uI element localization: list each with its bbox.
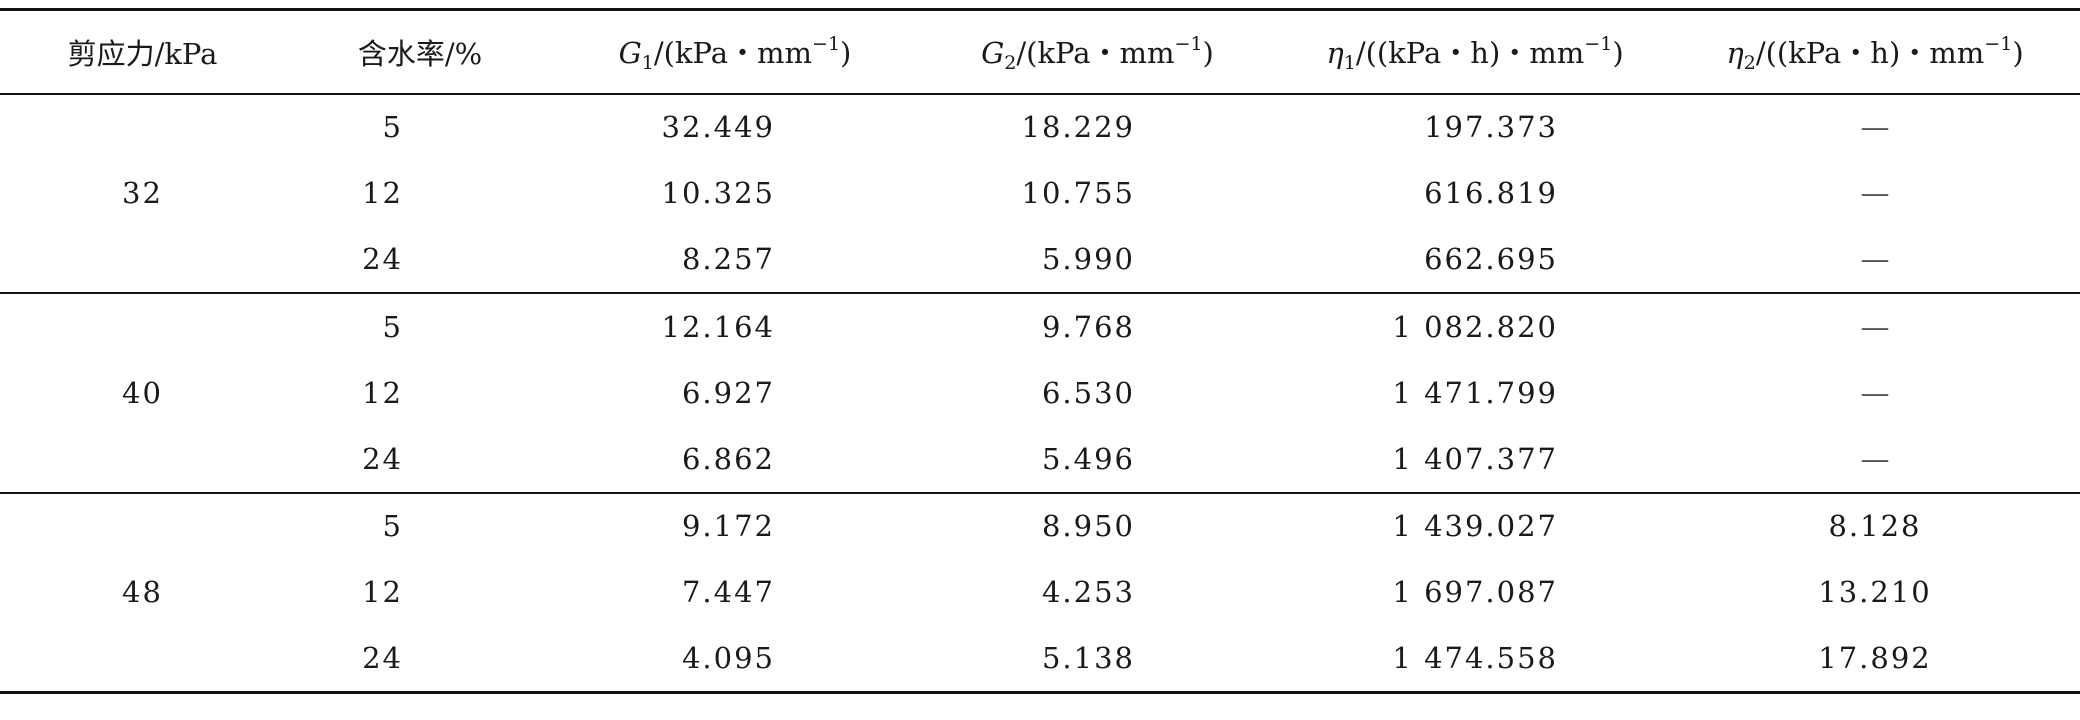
eta1-unit: /((kPa・h)・mm: [1355, 35, 1585, 70]
g1-cell: 6.927: [681, 375, 775, 410]
eta1-cell: 616.819: [1424, 176, 1558, 211]
g2-cell: 5.496: [1041, 441, 1135, 476]
g2-cell: 6.530: [1041, 375, 1135, 410]
eta2-cell: —: [1860, 309, 1890, 344]
water-content-cell: 24: [362, 641, 403, 675]
g1-cell: 8.257: [681, 242, 775, 277]
parameter-table-container: 剪应力/kPa 含水率/% G1/(kPa・mm−1) G2/(kPa・mm−1…: [0, 8, 2080, 694]
g2-unit: /(kPa・mm: [1016, 35, 1175, 70]
header-eta2: η2/((kPa・h)・mm−1): [1670, 10, 2080, 94]
table-row: 24 6.862 5.496 1 407.377 —: [0, 426, 2080, 493]
g2-unit-close: ): [1202, 35, 1214, 70]
eta1-cell: 1 471.799: [1392, 375, 1558, 410]
eta1-cell: 1 439.027: [1392, 509, 1558, 544]
water-content-cell: 12: [362, 176, 403, 211]
eta2-superscript: −1: [1984, 32, 2013, 55]
eta1-cell: 1 474.558: [1392, 641, 1558, 675]
table-row: 32 5 32.449 18.229 197.373 —: [0, 94, 2080, 210]
water-content-cell: 5: [382, 110, 403, 145]
g2-subscript: 2: [1004, 51, 1017, 74]
g1-cell: 32.449: [661, 110, 775, 145]
eta2-symbol: η: [1726, 35, 1744, 70]
eta2-unit-close: ): [2012, 35, 2024, 70]
g2-cell: 8.950: [1041, 509, 1135, 544]
header-g1: G1/(kPa・mm−1): [555, 10, 915, 94]
g1-unit-close: ): [840, 35, 852, 70]
water-content-cell: 5: [382, 509, 403, 544]
g1-cell: 4.095: [681, 641, 775, 675]
g1-unit: /(kPa・mm: [653, 35, 813, 70]
table-body: 32 5 32.449 18.229 197.373 — 12 10.325 1…: [0, 94, 2080, 692]
eta2-cell: 8.128: [1828, 509, 1922, 544]
shear-stress-cell: 32: [122, 176, 163, 211]
eta1-unit-close: ): [1612, 35, 1624, 70]
eta1-subscript: 1: [1343, 51, 1356, 74]
eta1-cell: 197.373: [1424, 110, 1558, 145]
g2-cell: 5.990: [1041, 242, 1135, 277]
g1-superscript: −1: [812, 32, 841, 55]
eta2-cell: —: [1860, 441, 1890, 476]
g1-cell: 7.447: [681, 575, 775, 610]
table-header: 剪应力/kPa 含水率/% G1/(kPa・mm−1) G2/(kPa・mm−1…: [0, 9, 2080, 94]
eta2-cell: —: [1860, 176, 1890, 211]
g2-symbol: G: [981, 35, 1005, 70]
header-eta1: η1/((kPa・h)・mm−1): [1280, 10, 1670, 94]
eta1-superscript: −1: [1584, 32, 1613, 55]
table-row: 12 6.927 6.530 1 471.799 —: [0, 360, 2080, 427]
table-row: 24 8.257 5.990 662.695 —: [0, 227, 2080, 293]
header-g2: G2/(kPa・mm−1): [915, 10, 1280, 94]
g1-cell: 10.325: [661, 176, 775, 211]
g1-cell: 6.862: [681, 441, 775, 476]
g2-cell: 9.768: [1041, 309, 1135, 344]
header-water-content: 含水率/%: [357, 36, 483, 71]
eta2-cell: —: [1860, 375, 1890, 410]
g2-cell: 18.229: [1021, 110, 1135, 145]
water-content-cell: 12: [362, 575, 403, 610]
eta1-symbol: η: [1326, 35, 1344, 70]
shear-stress-cell: 48: [122, 575, 163, 609]
table-row: 48 5 9.172 8.950 1 439.027 8.128: [0, 493, 2080, 609]
header-row: 剪应力/kPa 含水率/% G1/(kPa・mm−1) G2/(kPa・mm−1…: [0, 9, 2080, 94]
g1-cell: 9.172: [681, 509, 775, 544]
water-content-cell: 5: [382, 309, 403, 344]
table-row: 12 10.325 10.755 616.819 —: [0, 160, 2080, 227]
eta1-cell: 1 407.377: [1392, 441, 1558, 476]
eta2-cell: 13.210: [1818, 575, 1932, 610]
eta2-unit: /((kPa・h)・mm: [1755, 35, 1985, 70]
g2-cell: 5.138: [1041, 641, 1135, 675]
g2-cell: 10.755: [1021, 176, 1135, 211]
eta2-subscript: 2: [1743, 51, 1756, 74]
water-content-cell: 24: [362, 441, 403, 476]
water-content-cell: 24: [362, 242, 403, 277]
eta2-cell: —: [1860, 242, 1890, 277]
shear-stress-cell: 40: [122, 375, 163, 410]
eta2-cell: —: [1860, 110, 1890, 145]
g2-cell: 4.253: [1041, 575, 1135, 610]
eta1-cell: 662.695: [1424, 242, 1558, 277]
table-row: 12 7.447 4.253 1 697.087 13.210: [0, 559, 2080, 626]
g1-subscript: 1: [641, 51, 654, 74]
eta2-cell: 17.892: [1818, 641, 1932, 675]
g2-superscript: −1: [1174, 32, 1203, 55]
eta1-cell: 1 082.820: [1392, 309, 1558, 344]
water-content-cell: 12: [362, 375, 403, 410]
g1-cell: 12.164: [661, 309, 775, 344]
table-row: 40 5 12.164 9.768 1 082.820 —: [0, 293, 2080, 410]
viscoelastic-parameter-table: 剪应力/kPa 含水率/% G1/(kPa・mm−1) G2/(kPa・mm−1…: [0, 8, 2080, 694]
table-row: 24 4.095 5.138 1 474.558 17.892: [0, 626, 2080, 692]
header-shear-stress: 剪应力/kPa: [67, 36, 218, 71]
g1-symbol: G: [618, 35, 642, 70]
eta1-cell: 1 697.087: [1392, 575, 1558, 610]
